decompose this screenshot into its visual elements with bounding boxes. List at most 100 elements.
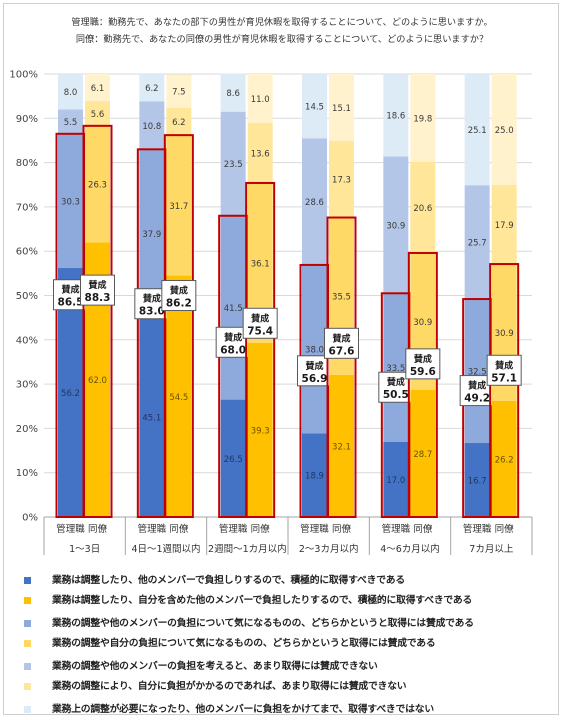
- legend-swatch: [24, 663, 31, 670]
- total-callout-box: [161, 280, 197, 312]
- total-callout-box: [242, 307, 278, 339]
- legend-label: 業務の調整や自分の負担について気になるものの、どちらかというと取得には賛成である: [52, 637, 436, 649]
- segment-value-label: 30.9: [495, 329, 514, 339]
- bar-segment: [302, 264, 327, 434]
- bar-segment: [329, 74, 354, 141]
- total-callout-label: 賛成: [387, 376, 405, 388]
- bar-segment: [464, 299, 490, 444]
- total-callout-label: 賛成: [88, 279, 106, 291]
- bar-segment: [491, 74, 517, 185]
- segment-value-label: 17.0: [386, 476, 405, 486]
- x-role-label: 管理職: [138, 523, 167, 535]
- bar-segment: [247, 74, 273, 123]
- bar-segment: [383, 441, 409, 517]
- x-role-label: 管理職: [300, 523, 329, 535]
- x-role-label: 管理職: [382, 523, 411, 535]
- legend-label: 業務の調整や他のメンバーの負担を考えると、あまり取得には賛成できない: [52, 661, 378, 672]
- bar-segment: [464, 185, 490, 300]
- total-callout-value: 83.0: [139, 306, 165, 318]
- x-group-label: 2～3カ月以内: [299, 543, 359, 555]
- total-callout-label: 賛成: [170, 285, 188, 297]
- y-tick-label: 20%: [16, 424, 38, 435]
- legend-swatch: [24, 706, 31, 713]
- total-callout-value: 49.2: [464, 393, 490, 405]
- bar-segment: [302, 138, 327, 265]
- y-tick-label: 40%: [16, 335, 38, 346]
- segment-value-label: 38.0: [305, 346, 324, 356]
- segment-value-label: 19.8: [413, 114, 432, 124]
- bar-segment: [166, 275, 192, 517]
- segment-value-label: 35.5: [332, 293, 351, 303]
- bar-segment: [139, 101, 165, 150]
- bar-segment: [220, 73, 246, 112]
- x-role-label: 同僚: [495, 523, 515, 535]
- segment-value-label: 6.2: [145, 84, 159, 94]
- segment-value-label: 41.5: [224, 304, 243, 314]
- legend-swatch: [24, 682, 31, 690]
- favorable-outline: [82, 124, 113, 519]
- x-role-label: 同僚: [88, 523, 108, 535]
- total-callout-box: [80, 274, 115, 306]
- y-tick-label: 100%: [9, 70, 38, 81]
- x-role-label: 同僚: [332, 523, 352, 535]
- legend-label: 業務は調整したり、自分を含めた他のメンバーで負担したりするので、積極的に取得すべ…: [52, 594, 473, 606]
- chart-frame: [3, 3, 559, 715]
- total-callout-value: 67.6: [329, 345, 355, 357]
- total-callout-label: 賛成: [468, 380, 486, 392]
- total-callout-value: 57.1: [491, 372, 517, 384]
- segment-value-label: 10.8: [142, 122, 161, 132]
- legend-swatch: [24, 639, 31, 647]
- segment-value-label: 31.7: [169, 202, 188, 212]
- segment-value-label: 20.6: [413, 204, 432, 214]
- bar-segment: [410, 74, 436, 162]
- bar-segment: [85, 101, 110, 126]
- segment-value-label: 18.6: [386, 112, 405, 122]
- favorable-outline: [163, 134, 194, 518]
- y-tick-label: 70%: [16, 202, 38, 213]
- total-callout-value: 59.6: [410, 366, 436, 378]
- chart-title: 管理職：勤務先で、あなたの部下の男性が育児休暇を取得することについて、どのように…: [0, 14, 564, 48]
- bar-segment: [166, 107, 192, 136]
- bar-segment: [220, 111, 246, 216]
- segment-value-label: 15.1: [332, 104, 351, 114]
- segment-value-label: 7.5: [172, 88, 186, 98]
- bar-segment: [58, 133, 83, 269]
- segment-value-label: 32.1: [332, 442, 351, 452]
- segment-value-label: 8.0: [64, 88, 78, 98]
- legend-item: 業務上の調整が必要になったり、他のメンバーに負担をかけてまで、取得すべきではない: [24, 700, 554, 720]
- segment-value-label: 30.3: [61, 197, 80, 207]
- bar-segment: [139, 74, 165, 102]
- bar-segment: [220, 399, 246, 517]
- segment-value-label: 37.9: [142, 230, 161, 240]
- total-callout-label: 賛成: [495, 359, 513, 371]
- segment-value-label: 25.1: [468, 126, 487, 136]
- segment-value-label: 30.9: [413, 318, 432, 328]
- segment-value-label: 25.7: [468, 239, 487, 249]
- legend-item: 業務は調整したり、他のメンバーで負担しりするので、積極的に取得すべきである: [24, 571, 554, 591]
- favorable-outline: [407, 251, 438, 519]
- x-role-label: 管理職: [219, 523, 248, 535]
- bar-segment: [329, 140, 354, 218]
- legend-swatch: [24, 577, 31, 584]
- favorable-outline: [245, 181, 276, 518]
- bar-segment: [383, 293, 409, 442]
- legend-label: 業務上の調整が必要になったり、他のメンバーに負担をかけてまで、取得すべきではない: [52, 704, 434, 715]
- bar-segment: [410, 389, 436, 517]
- bar-segment: [302, 433, 327, 517]
- legend-swatch: [24, 596, 31, 604]
- bar-segment: [329, 374, 354, 517]
- segment-value-label: 36.1: [251, 259, 270, 269]
- total-callout-value: 50.5: [383, 389, 409, 401]
- x-group-label: 2週間～1カ月以内: [208, 543, 287, 555]
- total-callout-label: 賛成: [332, 332, 350, 344]
- segment-value-label: 11.0: [251, 95, 270, 105]
- total-callout-value: 56.9: [302, 373, 328, 385]
- bar-segment: [247, 342, 273, 517]
- bar-segment: [464, 74, 490, 186]
- total-callout-value: 86.5: [58, 297, 84, 309]
- bar-segment: [383, 156, 409, 294]
- stacked-bar-chart: 0% 10% 20% 30% 40% 50% 60% 70% 80% 90% 100% 56.2 30.…: [9, 70, 533, 555]
- segment-value-label: 13.6: [251, 149, 270, 159]
- bar-segment: [58, 109, 83, 134]
- segment-value-label: 26.5: [224, 455, 243, 465]
